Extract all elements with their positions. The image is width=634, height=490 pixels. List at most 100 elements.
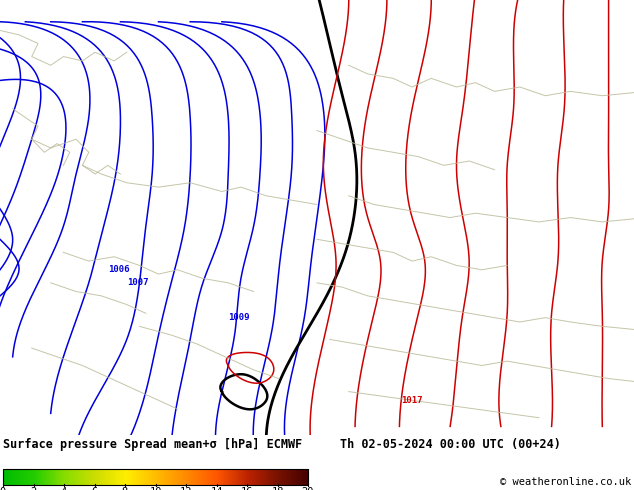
Bar <box>271 469 273 485</box>
Bar <box>188 469 190 485</box>
Bar <box>4 469 6 485</box>
Bar <box>154 469 156 485</box>
Bar <box>232 469 234 485</box>
Bar <box>184 469 186 485</box>
Bar <box>122 469 124 485</box>
Bar <box>214 469 216 485</box>
Bar <box>34 469 36 485</box>
Bar <box>3 469 5 485</box>
Bar <box>244 469 246 485</box>
Bar <box>26 469 28 485</box>
Bar <box>32 469 34 485</box>
Bar <box>305 469 307 485</box>
Bar <box>113 469 115 485</box>
Bar <box>12 469 14 485</box>
Bar <box>172 469 174 485</box>
Bar <box>47 469 49 485</box>
Bar <box>247 469 249 485</box>
Bar <box>282 469 284 485</box>
Bar <box>265 469 268 485</box>
Bar <box>238 469 240 485</box>
Bar <box>58 469 60 485</box>
Bar <box>98 469 100 485</box>
Bar <box>240 469 242 485</box>
Text: 1006: 1006 <box>108 265 129 274</box>
Bar <box>294 469 296 485</box>
Bar <box>139 469 141 485</box>
Text: Surface pressure Spread mean+σ [hPa] ECMWF: Surface pressure Spread mean+σ [hPa] ECM… <box>3 438 302 451</box>
Bar <box>245 469 247 485</box>
Bar <box>133 469 134 485</box>
Bar <box>212 469 214 485</box>
Bar <box>81 469 83 485</box>
Bar <box>160 469 162 485</box>
Bar <box>112 469 113 485</box>
Bar <box>61 469 63 485</box>
Bar <box>76 469 78 485</box>
Text: 1007: 1007 <box>127 278 148 287</box>
Bar <box>42 469 44 485</box>
Text: 8: 8 <box>122 487 128 490</box>
Bar <box>162 469 164 485</box>
Bar <box>259 469 261 485</box>
Bar <box>88 469 91 485</box>
Bar <box>224 469 226 485</box>
Bar <box>50 469 52 485</box>
Bar <box>53 469 55 485</box>
Bar <box>20 469 22 485</box>
Text: 14: 14 <box>210 487 223 490</box>
Bar <box>195 469 197 485</box>
Bar <box>148 469 150 485</box>
Bar <box>136 469 138 485</box>
Bar <box>39 469 42 485</box>
Bar <box>249 469 250 485</box>
Bar <box>176 469 178 485</box>
Bar <box>44 469 46 485</box>
Bar <box>107 469 108 485</box>
Bar <box>302 469 304 485</box>
Bar <box>256 469 258 485</box>
Bar <box>73 469 75 485</box>
Bar <box>14 469 16 485</box>
Bar <box>181 469 183 485</box>
Bar <box>131 469 133 485</box>
Bar <box>233 469 235 485</box>
Bar <box>137 469 139 485</box>
Bar <box>223 469 224 485</box>
Bar <box>30 469 32 485</box>
Bar <box>241 469 243 485</box>
Bar <box>29 469 31 485</box>
Bar <box>27 469 29 485</box>
Bar <box>296 469 298 485</box>
Bar <box>230 469 232 485</box>
Bar <box>242 469 245 485</box>
Bar <box>186 469 188 485</box>
Bar <box>143 469 145 485</box>
Bar <box>102 469 104 485</box>
Bar <box>150 469 152 485</box>
Bar <box>55 469 57 485</box>
Bar <box>177 469 179 485</box>
Text: 12: 12 <box>180 487 192 490</box>
Text: 6: 6 <box>91 487 98 490</box>
Bar <box>146 469 148 485</box>
Bar <box>72 469 74 485</box>
Bar <box>140 469 142 485</box>
Bar <box>291 469 294 485</box>
Bar <box>200 469 202 485</box>
Bar <box>174 469 176 485</box>
Bar <box>9 469 11 485</box>
Bar <box>6 469 8 485</box>
Bar <box>255 469 257 485</box>
Bar <box>67 469 69 485</box>
Bar <box>110 469 112 485</box>
Bar <box>125 469 127 485</box>
Bar <box>235 469 237 485</box>
Bar <box>198 469 200 485</box>
Bar <box>288 469 290 485</box>
Bar <box>155 469 157 485</box>
Bar <box>270 469 272 485</box>
Text: 18: 18 <box>271 487 284 490</box>
Bar <box>306 469 309 485</box>
Bar <box>78 469 80 485</box>
